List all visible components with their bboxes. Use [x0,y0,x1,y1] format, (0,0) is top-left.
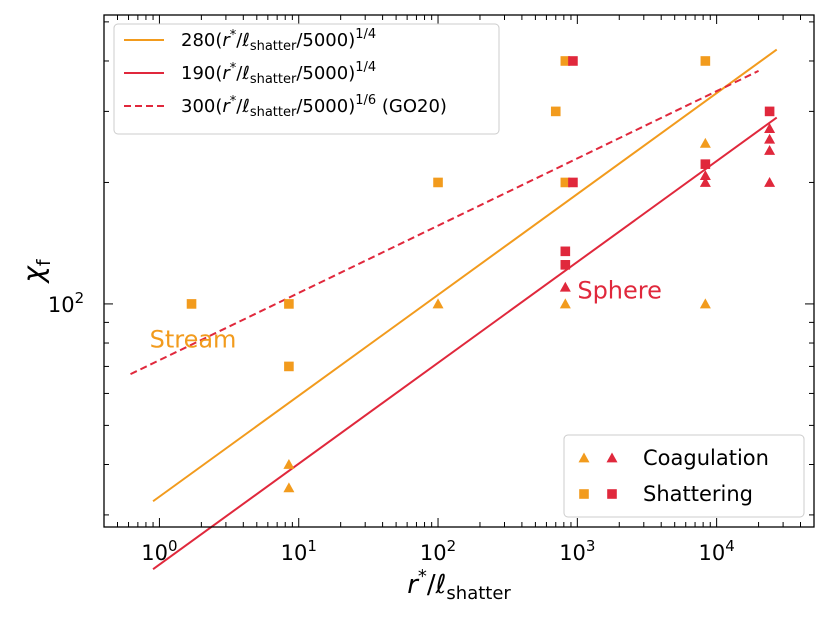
sphere-coagulation-point [699,170,711,180]
stream-shattering-point [186,299,197,309]
y-axis-label: χf [17,258,55,285]
sphere-shattering-point [700,159,711,169]
legend-stream-coagulation-marker [578,452,590,463]
legend-markers-box [563,434,805,518]
sphere-coagulation-point [764,144,776,155]
x-tick-label: 102 [420,537,456,565]
legend-marker-label: Shattering [643,482,753,506]
annotations: Stream Sphere [150,277,662,354]
stream-shattering-point [560,56,571,66]
stream-coagulation-point [432,298,444,309]
stream-coagulation-point [283,482,295,493]
legend-sphere-shattering-marker [607,489,617,499]
sphere-shattering-point [568,177,578,188]
x-tick-label: 103 [559,537,595,565]
plot-frame [103,14,815,528]
legend-line-label: 280(r*/ℓshatter/5000)1/4 [181,27,376,54]
sphere-coagulation-point [764,123,776,133]
stream-shattering-point [284,361,294,372]
x-axis-label: r*/ℓshatter [407,566,511,604]
legend-fit-lines-box [113,23,500,135]
x-tick-labels: 100 101 102 103 104 [141,537,734,565]
stream-coagulation-point [699,137,711,148]
fit-line-1 [152,48,778,503]
x-tick-label: 104 [698,537,734,565]
y-tick-label: 102 [48,289,84,317]
stream-coagulation-point [699,298,711,309]
fit-line-2 [152,116,778,571]
stream-shattering-point [284,299,294,309]
legend-markers: Coagulation Shattering [563,434,805,518]
stream-shattering-point [550,106,561,117]
fit-line-3 [130,70,760,376]
sphere-shattering-point [568,56,578,66]
sphere-shattering-point [764,106,775,117]
legend-fit-lines: 280(r*/ℓshatter/5000)1/4 190(r*/ℓshatter/… [113,23,500,135]
stream-coagulation-point [283,458,295,469]
axis-labels: r*/ℓshatter χf [17,258,511,604]
legend-sphere-coagulation-marker [606,452,618,463]
stream-coagulation-point [559,298,571,309]
annotation-sphere: Sphere [577,277,662,305]
stream-shattering-point [560,177,571,188]
y-tick-labels: 102 [48,289,84,317]
axis-ticks [103,15,815,527]
sphere-shattering-point [560,246,571,257]
legend-marker-label: Coagulation [643,446,769,470]
stream-shattering-point [433,177,443,188]
legend-line-label: 190(r*/ℓshatter/5000)1/4 [181,60,376,87]
sphere-coagulation-point [699,176,711,187]
legend-line-label: 300(r*/ℓshatter/5000)1/6 (GO20) [181,93,447,120]
sphere-coagulation-point [559,281,571,292]
fit-lines [130,48,778,571]
x-tick-label: 100 [141,537,177,565]
data-points [186,56,776,493]
stream-shattering-point [700,56,711,66]
x-tick-label: 101 [281,537,317,565]
sphere-shattering-point [560,260,571,270]
sphere-coagulation-point [764,133,776,144]
annotation-stream: Stream [150,325,237,353]
legend-stream-shattering-marker [579,489,589,499]
sphere-coagulation-point [764,176,776,187]
